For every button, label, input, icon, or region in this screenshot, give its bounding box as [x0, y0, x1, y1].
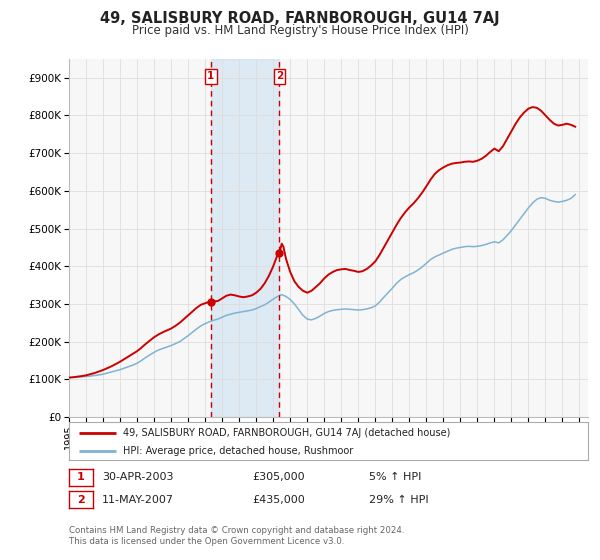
Bar: [211, 59, 280, 417]
Text: 49, SALISBURY ROAD, FARNBOROUGH, GU14 7AJ: 49, SALISBURY ROAD, FARNBOROUGH, GU14 7A…: [100, 11, 500, 26]
Text: 1: 1: [207, 71, 214, 81]
Text: 11-MAY-2007: 11-MAY-2007: [102, 494, 174, 505]
Text: Price paid vs. HM Land Registry's House Price Index (HPI): Price paid vs. HM Land Registry's House …: [131, 24, 469, 37]
Text: 1: 1: [77, 472, 85, 482]
Text: 30-APR-2003: 30-APR-2003: [102, 472, 173, 482]
Text: 49, SALISBURY ROAD, FARNBOROUGH, GU14 7AJ (detached house): 49, SALISBURY ROAD, FARNBOROUGH, GU14 7A…: [124, 428, 451, 438]
Text: £435,000: £435,000: [252, 494, 305, 505]
Text: £305,000: £305,000: [252, 472, 305, 482]
Text: Contains HM Land Registry data © Crown copyright and database right 2024.
This d: Contains HM Land Registry data © Crown c…: [69, 526, 404, 546]
Text: 2: 2: [276, 71, 283, 81]
Text: HPI: Average price, detached house, Rushmoor: HPI: Average price, detached house, Rush…: [124, 446, 354, 456]
Text: 5% ↑ HPI: 5% ↑ HPI: [369, 472, 421, 482]
Text: 29% ↑ HPI: 29% ↑ HPI: [369, 494, 428, 505]
Text: 2: 2: [77, 494, 85, 505]
